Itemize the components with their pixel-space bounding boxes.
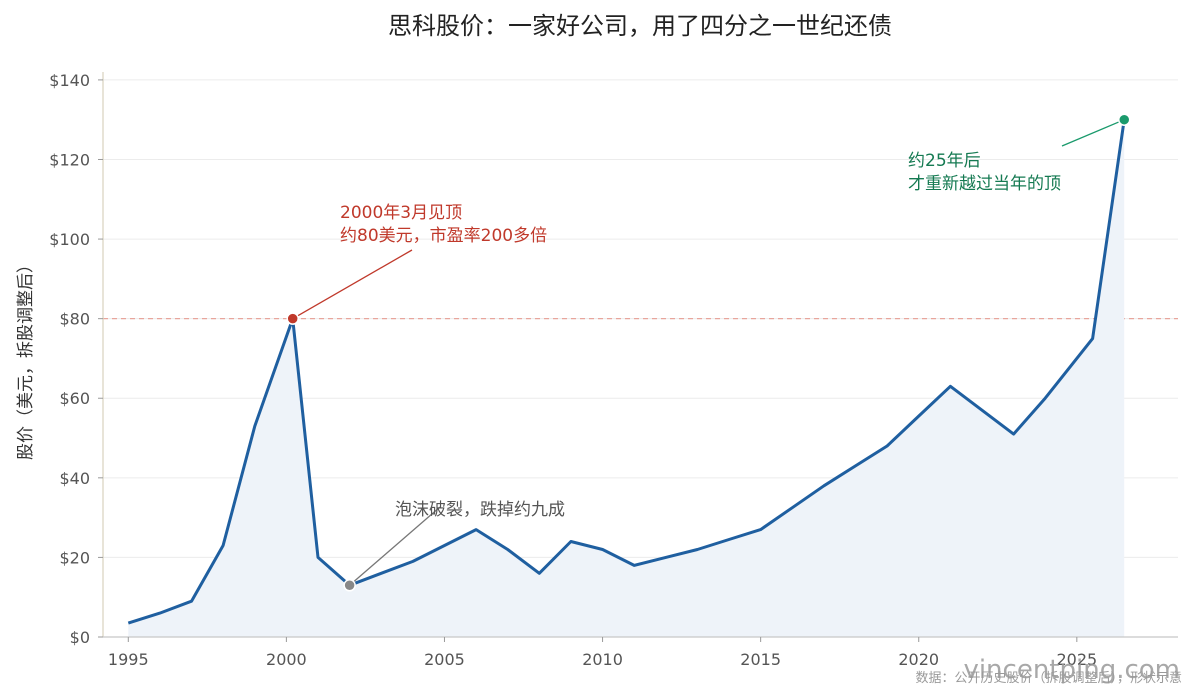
series-area <box>128 119 1125 637</box>
y-axis-label: 股价（美元，拆股调整后） <box>16 256 36 460</box>
annotation-crash: 泡沫破裂，跌掉约九成 <box>395 500 565 520</box>
highlight-point <box>286 312 299 325</box>
y-tick-label: $40 <box>59 469 90 488</box>
chart-title: 思科股价：一家好公司，用了四分之一世纪还债 <box>388 12 892 40</box>
annotation-recovery-line1: 约25年后 <box>908 151 981 171</box>
annotation-connector <box>292 249 413 320</box>
x-ticks: 1995 2000 2005 2010 2015 2020 2025 <box>108 637 1097 669</box>
annotation-peak-line1: 2000年3月见顶 <box>340 203 462 223</box>
annotation-peak-line2: 约80美元，市盈率200多倍 <box>340 226 547 246</box>
annotation-crash-line1: 泡沫破裂，跌掉约九成 <box>395 500 565 520</box>
x-tick-label: 2005 <box>424 650 465 669</box>
highlight-point <box>1118 113 1131 126</box>
y-tick-label: $20 <box>59 548 90 567</box>
series-line <box>127 119 1126 625</box>
x-tick-label: 2025 <box>1056 650 1097 669</box>
annotation-recovery-line2: 才重新越过当年的顶 <box>908 174 1061 194</box>
annotation-connector <box>349 506 441 586</box>
x-tick-label: 2015 <box>740 650 781 669</box>
y-tick-label: $60 <box>59 389 90 408</box>
x-tick-label: 1995 <box>108 650 149 669</box>
x-tick-label: 2000 <box>266 650 307 669</box>
annotation-peak: 2000年3月见顶 约80美元，市盈率200多倍 <box>340 203 547 246</box>
annotation-connector <box>1061 119 1125 147</box>
y-tick-label: $0 <box>70 628 90 647</box>
y-ticks: $0 $20 $40 $60 $80 $100 $120 $140 <box>49 71 103 647</box>
x-tick-label: 2010 <box>582 650 623 669</box>
source-note: 数据：公开历史股价（拆股调整后），形状示意 <box>915 670 1182 686</box>
annotation-recovery: 约25年后 才重新越过当年的顶 <box>908 151 1061 194</box>
highlight-points <box>286 113 1131 592</box>
y-tick-label: $120 <box>49 150 90 169</box>
y-tick-label: $80 <box>59 310 90 329</box>
annotation-lines <box>292 119 1125 586</box>
x-tick-label: 2020 <box>898 650 939 669</box>
y-tick-label: $140 <box>49 71 90 90</box>
highlight-point <box>343 579 356 592</box>
y-tick-label: $100 <box>49 230 90 249</box>
watermark: vincentping.com <box>963 655 1180 685</box>
axes <box>102 72 1178 638</box>
